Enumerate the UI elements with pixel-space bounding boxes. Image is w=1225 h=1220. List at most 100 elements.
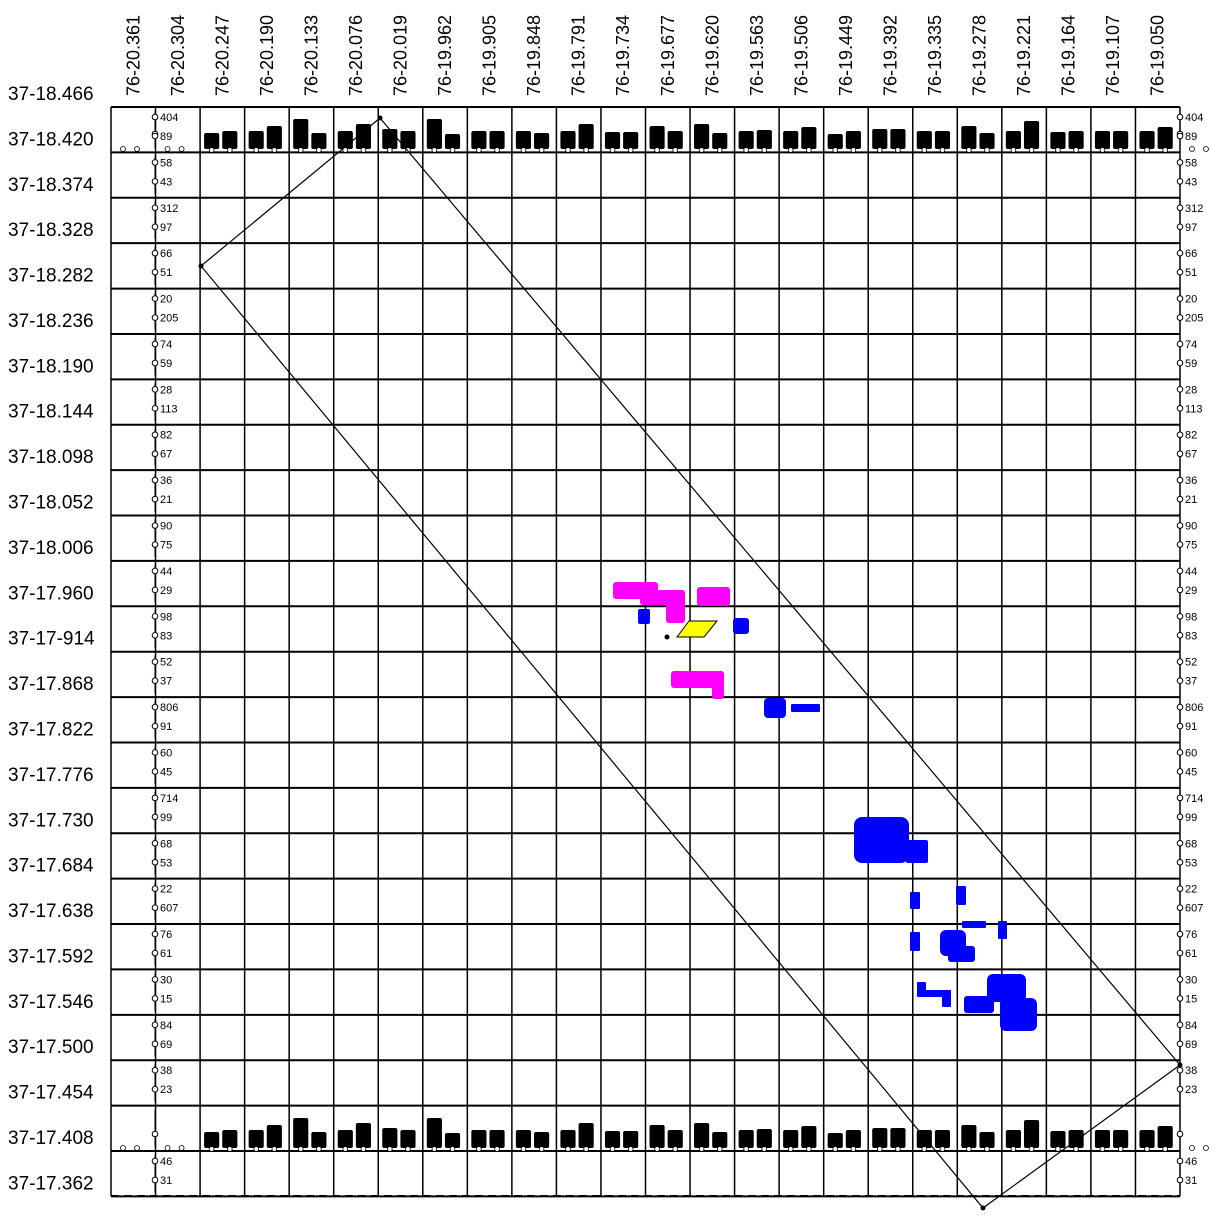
column-coordinate-label: 76-19.221 [1014,15,1034,96]
post-marker [1117,147,1124,153]
row-tag-upper: 404 [1185,112,1203,124]
post-bar-glyph [1023,1120,1040,1148]
post-marker [876,147,883,153]
row-tag-lower: 45 [1185,766,1197,778]
post-marker [151,858,159,866]
row-coordinate-label: 37-18.052 [8,493,94,514]
row-coordinate-label: 37-17.822 [8,719,94,740]
row-tag-upper: 404 [160,112,178,124]
post-marker [342,147,349,153]
post-bar-glyph [560,131,576,149]
post-bar-glyph [515,1130,532,1148]
post-marker [151,340,159,348]
post-bar-glyph [604,1131,621,1148]
post-bar-glyph [382,129,398,149]
row-coordinate-label: 37-17.638 [8,901,94,922]
post-bar-glyph [337,131,353,149]
column-labels: 76-20.361 76-20.304 76-20.247 76-20.190 76-2… [123,15,1167,96]
post-marker [387,1146,393,1152]
row-tag-upper: 68 [160,838,172,850]
row-tag-lower: 53 [1185,857,1197,869]
post-bar-glyph [738,1130,754,1148]
row-tag-upper: 806 [160,702,178,714]
post-marker [654,1146,660,1152]
post-marker [151,885,159,892]
post-marker [1176,976,1184,983]
post-marker [583,147,589,153]
post-bar-glyph [649,126,665,149]
post-marker [1176,768,1184,775]
post-marker [151,722,159,730]
row-tag-upper: 30 [160,974,172,986]
post-marker [1176,405,1184,412]
post-bar-glyph [1157,127,1173,149]
post-marker [151,1085,159,1093]
row-tag-upper: 52 [160,657,172,669]
row-tag-lower: 67 [1185,449,1197,461]
row-tag-upper: 90 [1185,521,1197,533]
post-bar-glyph [827,134,843,149]
post-marker [1203,146,1209,152]
post-bar-glyph [845,1130,861,1148]
grid-lines [110,106,1181,1198]
post-marker [609,147,616,153]
post-bar-glyph [204,1132,220,1148]
post-marker [360,147,367,153]
row-tag-lower: 53 [160,857,172,869]
row-tag-lower: 43 [160,176,172,188]
post-marker [164,146,171,152]
row-tag-upper: 30 [1185,974,1197,986]
row-tag-lower: 21 [160,494,172,506]
post-marker [832,147,839,153]
post-marker [1162,1146,1168,1152]
post-marker [208,1146,215,1152]
row-coordinate-label: 37-17.316 [8,1219,94,1220]
row-coordinate-label: 37-18.282 [8,266,94,287]
post-marker [1176,268,1184,276]
post-marker [151,223,159,231]
row-coordinate-label: 37-18.420 [8,129,94,150]
row-tag-lower: 23 [1185,1084,1197,1096]
blue-structure [964,996,994,1013]
post-marker [1203,1145,1209,1151]
column-coordinate-label: 76-20.133 [301,15,321,96]
post-bar-glyph [916,1130,932,1148]
post-marker [1189,1145,1195,1151]
post-marker [1176,567,1184,575]
post-marker [850,147,857,153]
row-coordinate-label: 37-18.006 [8,538,94,559]
post-marker [850,1146,857,1152]
post-markers [120,111,1209,1193]
post-marker [1176,295,1184,302]
post-bar-glyph [890,1128,906,1148]
row-tag-upper: 76 [1185,929,1197,941]
row-tag-lower: 51 [160,267,172,279]
post-marker [921,147,928,153]
row-tag-upper: 52 [1185,657,1197,669]
row-tag-lower: 91 [1185,721,1197,733]
row-coordinate-label: 37-17-914 [8,629,95,650]
post-marker [405,1146,411,1152]
post-bar-glyph [1094,1130,1111,1148]
row-tag-upper: 66 [1185,248,1197,260]
post-bar-glyph [444,1133,461,1148]
post-marker [1176,386,1184,393]
row-coordinate-label: 37-17.408 [8,1128,94,1149]
row-tag-lower: 61 [160,948,172,960]
post-marker [716,1146,723,1152]
column-coordinate-label: 76-19.449 [836,15,856,96]
row-tag-upper: 20 [160,294,172,306]
column-coordinate-label: 76-19.563 [747,15,767,96]
post-marker [966,147,972,153]
post-marker [151,450,159,458]
post-marker [1176,995,1184,1002]
post-marker [698,147,705,153]
post-bar-glyph [738,131,754,149]
blue-structure [998,921,1007,939]
post-marker [565,147,571,153]
row-coordinate-label: 37-17.868 [8,674,94,695]
magenta-structure [697,587,730,606]
row-tag-upper: 98 [1185,611,1197,623]
row-tag-upper: 36 [160,475,172,487]
post-bar-glyph [1139,131,1155,149]
